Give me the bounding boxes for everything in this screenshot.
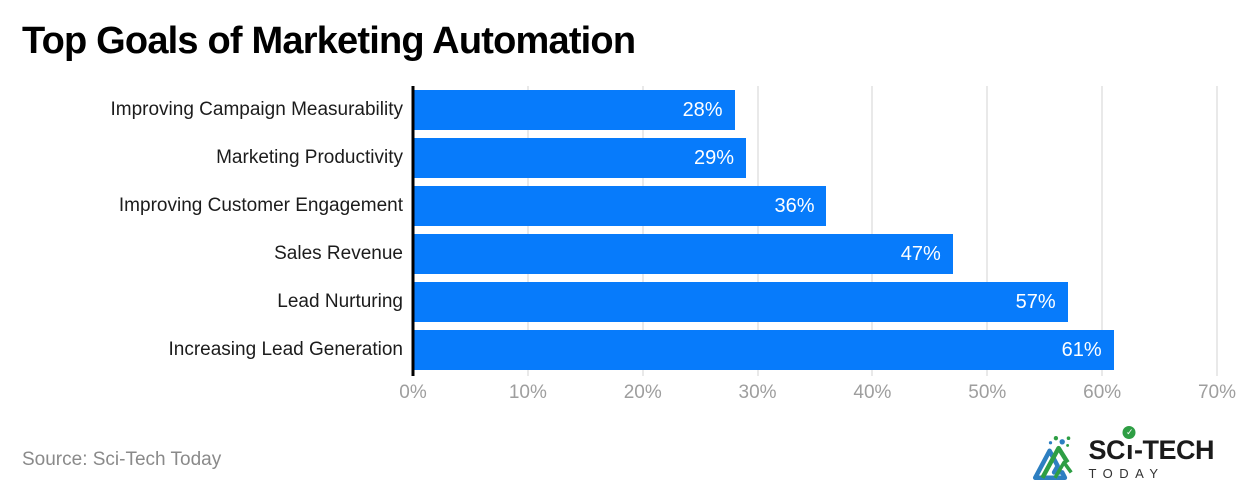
bar-value-label: 47% bbox=[900, 242, 941, 265]
bar-value-label: 36% bbox=[774, 194, 815, 217]
logo-brand-suffix: -TECH bbox=[1134, 434, 1215, 465]
bar-track: 57% bbox=[413, 282, 1217, 322]
category-label: Marketing Productivity bbox=[216, 147, 403, 168]
logo-brand-name: SC ✓ ı -TECH bbox=[1088, 425, 1215, 465]
bar: 61% bbox=[413, 330, 1114, 370]
category-label: Increasing Lead Generation bbox=[168, 339, 404, 360]
bar-value-label: 29% bbox=[694, 146, 735, 169]
x-axis-ticks: 0% 10% 20% 30% 40% 50% 60% 70% bbox=[399, 382, 1236, 410]
x-tick-label: 0% bbox=[399, 382, 427, 403]
source-attribution: Source: Sci-Tech Today bbox=[22, 449, 222, 470]
bar-value-label: 61% bbox=[1061, 338, 1102, 361]
logo-today-label: TODAY bbox=[1088, 465, 1165, 481]
x-tick-label: 20% bbox=[623, 382, 662, 403]
category-label: Lead Nurturing bbox=[277, 291, 403, 312]
logo-brand-prefix: SC bbox=[1088, 434, 1125, 465]
x-tick-label: 40% bbox=[853, 382, 892, 403]
check-icon: ✓ bbox=[1122, 425, 1136, 439]
x-tick-label: 30% bbox=[738, 382, 777, 403]
gridline bbox=[1216, 86, 1218, 376]
chart-row: Marketing Productivity 29% bbox=[0, 134, 1240, 182]
bar: 29% bbox=[413, 138, 747, 178]
gridline bbox=[871, 86, 874, 376]
y-axis-line bbox=[411, 86, 415, 376]
gridline bbox=[641, 86, 644, 376]
chart-title: Top Goals of Marketing Automation bbox=[22, 20, 636, 62]
chart-row: Increasing Lead Generation 61% bbox=[0, 326, 1240, 374]
category-label: Improving Customer Engagement bbox=[118, 195, 403, 216]
bar-track: 28% bbox=[413, 90, 1217, 130]
bar-value-label: 28% bbox=[682, 98, 723, 121]
chart-row: Improving Campaign Measurability 28% bbox=[0, 86, 1240, 134]
bar-track: 47% bbox=[413, 234, 1217, 274]
bar-chart: Improving Campaign Measurability 28% Marke… bbox=[0, 86, 1240, 416]
bar: 57% bbox=[413, 282, 1068, 322]
logo-dotless-i: ı bbox=[1125, 434, 1134, 465]
gridline bbox=[756, 86, 759, 376]
gridline bbox=[526, 86, 529, 376]
x-tick-label: 10% bbox=[508, 382, 547, 403]
x-tick-label: 50% bbox=[968, 382, 1007, 403]
logo-text: SC ✓ ı -TECH TODAY bbox=[1088, 425, 1215, 481]
bar-track: 29% bbox=[413, 138, 1217, 178]
bar: 36% bbox=[413, 186, 827, 226]
category-label: Improving Campaign Measurability bbox=[110, 99, 403, 120]
bar-track: 61% bbox=[413, 330, 1217, 370]
gridline bbox=[1101, 86, 1104, 376]
mountain-logo-icon bbox=[1033, 436, 1074, 481]
gridline bbox=[986, 86, 989, 376]
sci-tech-today-logo: SC ✓ ı -TECH TODAY bbox=[1028, 425, 1215, 484]
x-tick-label: 70% bbox=[1197, 382, 1237, 403]
category-label: Sales Revenue bbox=[274, 243, 403, 264]
logo-letter-i: ✓ ı bbox=[1122, 425, 1136, 465]
x-tick-label: 60% bbox=[1083, 382, 1122, 403]
bar: 28% bbox=[413, 90, 735, 130]
chart-row: Sales Revenue 47% bbox=[0, 230, 1240, 278]
chart-row: Improving Customer Engagement 36% bbox=[0, 182, 1240, 230]
bar-value-label: 57% bbox=[1015, 290, 1056, 313]
bar-track: 36% bbox=[413, 186, 1217, 226]
rows-layer: Improving Campaign Measurability 28% Marke… bbox=[0, 86, 1240, 374]
chart-row: Lead Nurturing 57% bbox=[0, 278, 1240, 326]
bar: 47% bbox=[413, 234, 953, 274]
grid-layer bbox=[411, 86, 1218, 376]
